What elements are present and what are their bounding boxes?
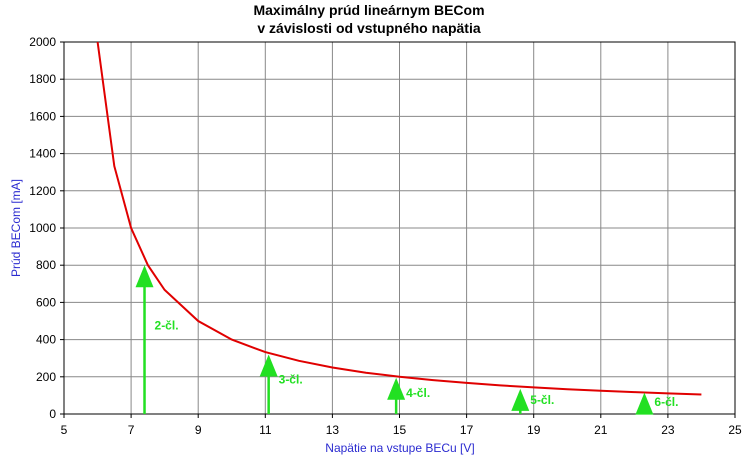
- annotation-label: 2-čl.: [155, 319, 179, 333]
- y-tick-label: 0: [49, 407, 56, 421]
- annotation-label: 6-čl.: [654, 395, 678, 409]
- y-tick-label: 800: [36, 258, 56, 272]
- x-tick-label: 19: [527, 423, 541, 437]
- annotation-arrow: 4-čl.: [387, 377, 430, 414]
- arrow-head: [259, 354, 278, 377]
- y-axis: 0 200 400 600 800 1000 1200 1400 1600 1800 2000: [29, 35, 64, 421]
- y-tick-label: 1000: [29, 221, 56, 235]
- y-axis-label: Prúd BECom [mA]: [9, 179, 23, 277]
- y-tick-label: 200: [36, 370, 56, 384]
- x-tick-label: 13: [326, 423, 340, 437]
- x-tick-label: 17: [460, 423, 474, 437]
- y-tick-label: 1400: [29, 147, 56, 161]
- annotation-arrow: 6-čl.: [635, 392, 678, 415]
- y-tick-label: 2000: [29, 35, 56, 49]
- x-tick-label: 11: [259, 423, 272, 437]
- y-tick-label: 600: [36, 295, 56, 309]
- series-line: [96, 41, 702, 396]
- chart-title-line-1: Maximálny prúd lineárnym BECom: [253, 2, 484, 18]
- arrow-head: [511, 388, 530, 411]
- x-axis: 5 7 9 11 13 15 17 19 21 23 25: [61, 414, 742, 437]
- grid: [63, 41, 736, 415]
- annotation-label: 4-čl.: [406, 386, 430, 400]
- series: [96, 41, 702, 396]
- x-tick-label: 15: [393, 423, 407, 437]
- arrow-head: [135, 265, 154, 288]
- annotations: 2-čl. 3-čl. 4-čl. 5-čl. 6-čl.: [135, 265, 678, 415]
- x-tick-label: 5: [61, 423, 68, 437]
- y-tick-label: 1200: [29, 184, 56, 198]
- x-tick-label: 7: [128, 423, 135, 437]
- y-tick-label: 400: [36, 333, 56, 347]
- x-tick-label: 9: [195, 423, 202, 437]
- x-tick-label: 23: [661, 423, 675, 437]
- arrow-head: [387, 377, 406, 400]
- annotation-label: 3-čl.: [279, 372, 303, 386]
- annotation-arrow: 5-čl.: [511, 388, 554, 414]
- chart-title-line-2: v závislosti od vstupného napätia: [257, 20, 480, 36]
- x-axis-label: Napätie na vstupe BECu [V]: [325, 441, 474, 455]
- x-tick-label: 25: [728, 423, 742, 437]
- arrow-head: [635, 392, 654, 415]
- y-tick-label: 1800: [29, 72, 56, 86]
- y-tick-label: 1600: [29, 109, 56, 123]
- annotation-arrow: 3-čl.: [259, 354, 303, 414]
- x-tick-label: 21: [594, 423, 608, 437]
- annotation-arrow: 2-čl.: [135, 265, 179, 414]
- annotation-label: 5-čl.: [530, 393, 554, 407]
